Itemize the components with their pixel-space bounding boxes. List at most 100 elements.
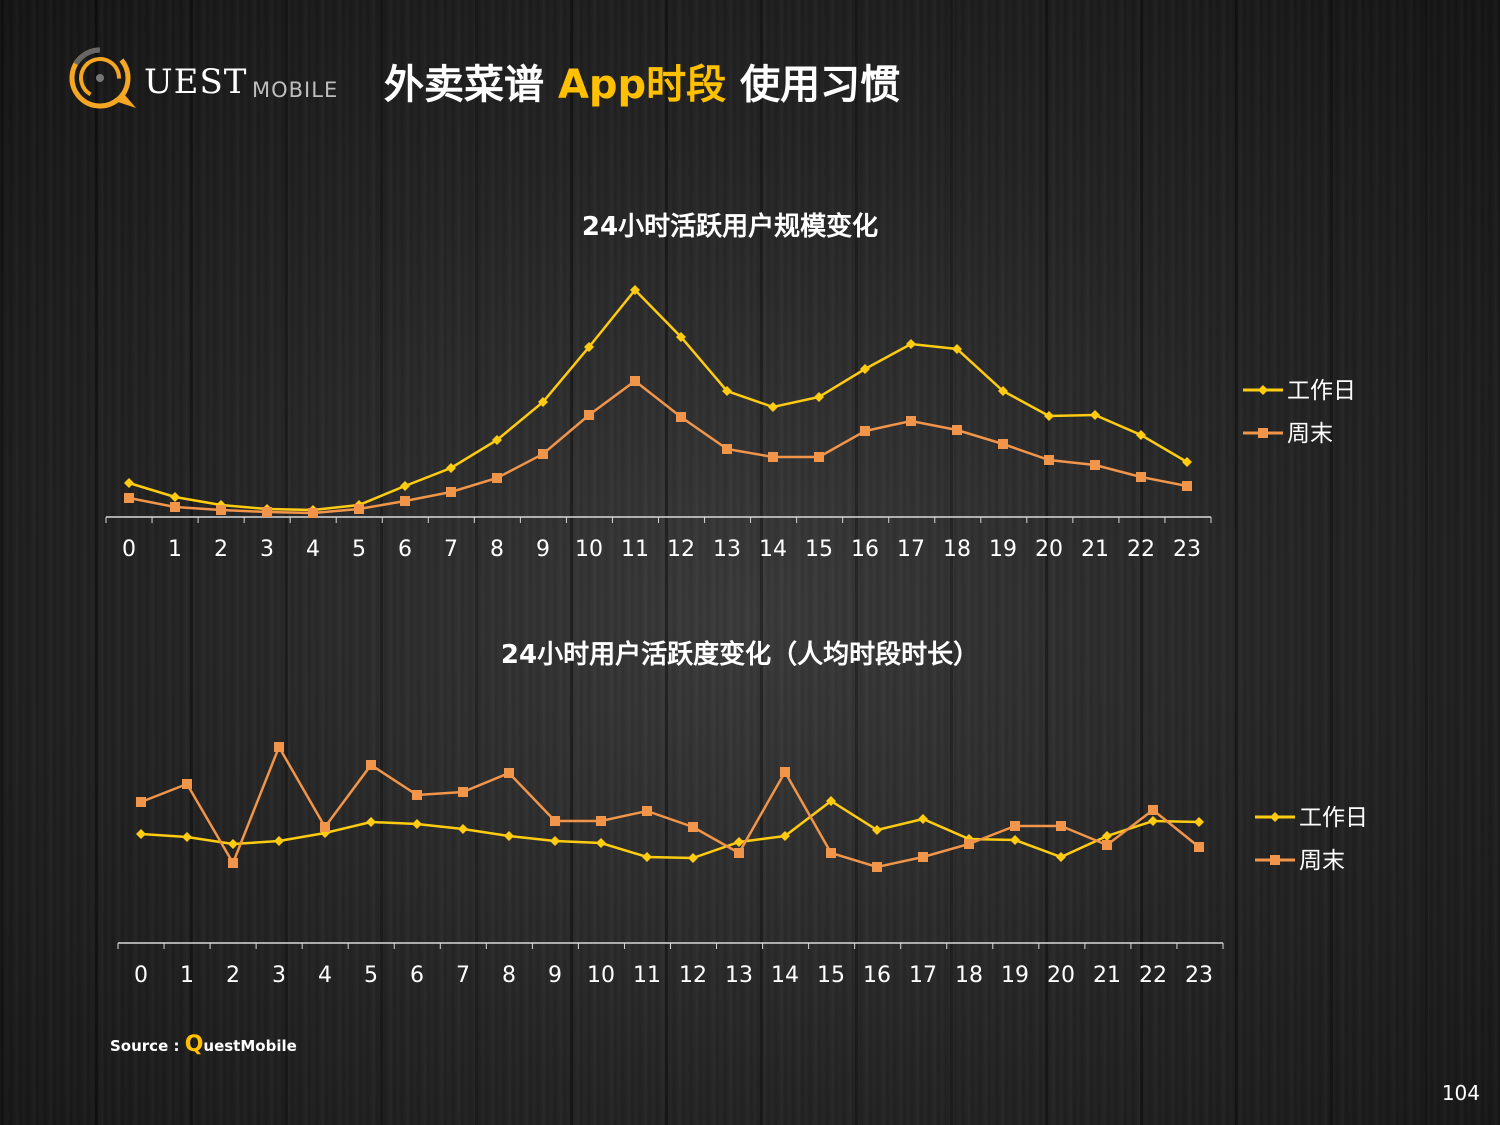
data-point-weekend xyxy=(596,816,606,826)
logo-sub: MOBILE xyxy=(252,78,339,102)
data-point-weekend xyxy=(400,496,410,506)
data-point-weekend xyxy=(814,452,824,462)
data-point-workday xyxy=(400,481,410,491)
data-point-workday xyxy=(814,392,824,402)
x-tick-label: 22 xyxy=(1139,963,1167,988)
logo-icon xyxy=(69,47,136,109)
data-point-weekend xyxy=(998,439,1008,449)
x-tick-label: 1 xyxy=(180,963,194,988)
data-point-weekend xyxy=(1010,821,1020,831)
x-tick-label: 15 xyxy=(805,537,833,562)
data-point-weekend xyxy=(550,816,560,826)
legend-label: 周末 xyxy=(1287,421,1333,447)
data-point-workday xyxy=(768,402,778,412)
x-tick-label: 13 xyxy=(725,963,753,988)
x-tick-label: 23 xyxy=(1185,963,1213,988)
data-point-workday xyxy=(1044,411,1054,421)
x-tick-label: 12 xyxy=(679,963,707,988)
data-point-weekend xyxy=(446,487,456,497)
x-tick-label: 5 xyxy=(364,963,378,988)
x-tick-label: 19 xyxy=(1001,963,1029,988)
data-point-workday xyxy=(676,332,686,342)
x-tick-label: 16 xyxy=(863,963,891,988)
data-point-weekend xyxy=(228,858,238,868)
data-point-workday xyxy=(826,796,836,806)
data-point-workday xyxy=(918,814,928,824)
data-point-weekend xyxy=(274,742,284,752)
chart1-title: 24小时活跃用户规模变化 xyxy=(581,212,879,242)
data-point-workday xyxy=(182,832,192,842)
data-point-workday xyxy=(228,839,238,849)
data-point-weekend xyxy=(676,412,686,422)
x-tick-label: 2 xyxy=(226,963,240,988)
data-point-workday xyxy=(1194,817,1204,827)
x-tick-label: 14 xyxy=(771,963,799,988)
data-point-workday xyxy=(504,831,514,841)
data-point-workday xyxy=(872,825,882,835)
x-tick-label: 0 xyxy=(134,963,148,988)
data-point-weekend xyxy=(216,505,226,515)
data-point-weekend xyxy=(124,493,134,503)
data-point-weekend xyxy=(412,790,422,800)
source-note: Source : QuestMobile xyxy=(110,1032,297,1057)
x-tick-label: 17 xyxy=(909,963,937,988)
data-point-weekend xyxy=(354,504,364,514)
data-point-weekend xyxy=(1148,805,1158,815)
logo-wordmark: UEST xyxy=(144,62,248,102)
x-tick-label: 20 xyxy=(1047,963,1075,988)
series-line-weekend xyxy=(140,744,1200,869)
x-tick-label: 21 xyxy=(1093,963,1121,988)
x-tick-label: 11 xyxy=(633,963,661,988)
data-point-weekend xyxy=(918,852,928,862)
data-point-workday xyxy=(596,838,606,848)
data-point-workday xyxy=(952,344,962,354)
data-point-workday xyxy=(688,853,698,863)
data-point-weekend xyxy=(538,449,548,459)
legend-label: 工作日 xyxy=(1299,805,1368,831)
data-point-workday xyxy=(274,836,284,846)
data-point-workday xyxy=(860,364,870,374)
data-point-weekend xyxy=(170,502,180,512)
data-point-workday xyxy=(1102,831,1112,841)
data-point-workday xyxy=(722,386,732,396)
data-point-weekend xyxy=(504,768,514,778)
data-point-weekend xyxy=(688,822,698,832)
x-tick-label: 8 xyxy=(490,537,504,562)
x-tick-label: 10 xyxy=(575,537,603,562)
x-tick-label: 7 xyxy=(456,963,470,988)
data-point-weekend xyxy=(860,426,870,436)
data-point-workday xyxy=(906,339,916,349)
x-tick-label: 21 xyxy=(1081,537,1109,562)
data-point-weekend xyxy=(1136,472,1146,482)
x-tick-label: 22 xyxy=(1127,537,1155,562)
x-tick-label: 2 xyxy=(214,537,228,562)
data-point-weekend xyxy=(952,425,962,435)
x-tick-label: 5 xyxy=(352,537,366,562)
data-point-weekend xyxy=(826,848,836,858)
data-point-weekend xyxy=(722,444,732,454)
x-tick-label: 1 xyxy=(168,537,182,562)
data-point-workday xyxy=(136,829,146,839)
data-point-workday xyxy=(1136,430,1146,440)
data-point-workday xyxy=(412,819,422,829)
data-point-weekend xyxy=(630,376,640,386)
data-point-weekend xyxy=(182,779,192,789)
x-tick-label: 11 xyxy=(621,537,649,562)
data-point-weekend xyxy=(366,760,376,770)
legend-label: 周末 xyxy=(1299,848,1345,874)
data-point-weekend xyxy=(1182,481,1192,491)
data-point-weekend xyxy=(1044,455,1054,465)
data-point-workday xyxy=(366,817,376,827)
data-point-weekend xyxy=(906,416,916,426)
x-tick-label: 6 xyxy=(410,963,424,988)
data-point-workday xyxy=(550,836,560,846)
data-point-workday xyxy=(124,478,134,488)
data-point-weekend xyxy=(458,787,468,797)
x-tick-label: 9 xyxy=(536,537,550,562)
x-tick-label: 6 xyxy=(398,537,412,562)
page-title: 外卖菜谱 App时段 使用习惯 xyxy=(384,62,901,108)
x-tick-label: 10 xyxy=(587,963,615,988)
data-point-workday xyxy=(642,852,652,862)
x-tick-label: 4 xyxy=(318,963,332,988)
x-tick-label: 8 xyxy=(502,963,516,988)
